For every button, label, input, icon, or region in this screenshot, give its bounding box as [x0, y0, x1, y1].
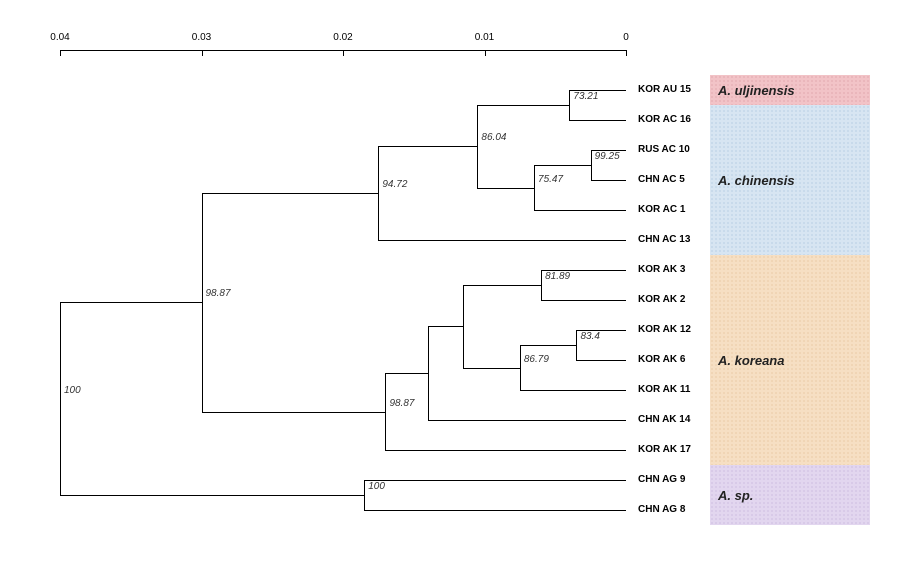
- branch-horizontal: [364, 480, 626, 481]
- tip-label: KOR AK 3: [638, 264, 685, 275]
- tip-label: CHN AC 13: [638, 234, 690, 245]
- support-value: 73.21: [573, 91, 598, 102]
- branch-horizontal: [378, 146, 477, 147]
- tip-label: KOR AC 1: [638, 204, 685, 215]
- branch-vertical: [534, 165, 535, 210]
- tip-label: KOR AC 16: [638, 114, 691, 125]
- branch-horizontal: [463, 285, 541, 286]
- branch-horizontal: [428, 326, 463, 327]
- branch-vertical: [385, 373, 386, 450]
- branch-vertical: [428, 326, 429, 420]
- axis-tick: [60, 50, 61, 56]
- tip-label: CHN AC 5: [638, 174, 685, 185]
- branch-vertical: [520, 345, 521, 390]
- branch-horizontal: [569, 120, 626, 121]
- support-value: 98.87: [206, 288, 231, 299]
- branch-vertical: [541, 270, 542, 300]
- branch-horizontal: [477, 105, 569, 106]
- species-group-label: A. chinensis: [718, 173, 795, 188]
- axis-tick-label: 0.01: [475, 32, 494, 43]
- support-value: 98.87: [389, 398, 414, 409]
- tip-label: CHN AK 14: [638, 414, 690, 425]
- tip-label: KOR AU 15: [638, 84, 691, 95]
- support-value: 86.04: [481, 132, 506, 143]
- species-group-box: A. chinensis: [710, 105, 870, 255]
- axis-tick: [202, 50, 203, 56]
- branch-horizontal: [202, 193, 379, 194]
- branch-vertical: [477, 105, 478, 188]
- branch-horizontal: [534, 165, 591, 166]
- branch-vertical: [202, 193, 203, 411]
- species-group-label: A. uljinensis: [718, 83, 795, 98]
- branch-vertical: [591, 150, 592, 180]
- support-value: 86.79: [524, 354, 549, 365]
- axis-tick-label: 0.04: [50, 32, 69, 43]
- branch-horizontal: [576, 360, 626, 361]
- branch-horizontal: [520, 390, 626, 391]
- branch-horizontal: [541, 300, 626, 301]
- branch-vertical: [463, 285, 464, 368]
- support-value: 83.4: [580, 331, 599, 342]
- tip-label: KOR AK 12: [638, 324, 691, 335]
- axis-tick: [626, 50, 627, 56]
- support-value: 94.72: [382, 179, 407, 190]
- tip-label: RUS AC 10: [638, 144, 690, 155]
- species-group-label: A. koreana: [718, 353, 784, 368]
- branch-horizontal: [385, 450, 626, 451]
- branch-horizontal: [477, 188, 534, 189]
- branch-horizontal: [378, 240, 626, 241]
- species-group-box: A. koreana: [710, 255, 870, 465]
- branch-horizontal: [202, 412, 386, 413]
- axis-tick: [485, 50, 486, 56]
- species-group-label: A. sp.: [718, 488, 753, 503]
- branch-horizontal: [520, 345, 577, 346]
- branch-horizontal: [428, 420, 626, 421]
- branch-horizontal: [364, 510, 626, 511]
- branch-horizontal: [591, 180, 626, 181]
- tip-label: KOR AK 6: [638, 354, 685, 365]
- branch-horizontal: [60, 495, 364, 496]
- axis-tick-label: 0.02: [333, 32, 352, 43]
- support-value: 100: [368, 481, 385, 492]
- branch-horizontal: [60, 302, 202, 303]
- branch-vertical: [576, 330, 577, 360]
- branch-vertical: [60, 302, 61, 495]
- axis-tick-label: 0.03: [192, 32, 211, 43]
- phylogenetic-tree-figure: { "type": "dendrogram", "layout": { "plo…: [20, 20, 888, 561]
- species-group-box: A. sp.: [710, 465, 870, 525]
- support-value: 99.25: [595, 151, 620, 162]
- branch-vertical: [569, 90, 570, 120]
- tip-label: CHN AG 9: [638, 474, 685, 485]
- tip-label: KOR AK 2: [638, 294, 685, 305]
- axis-tick-label: 0: [623, 32, 629, 43]
- tip-label: CHN AG 8: [638, 504, 685, 515]
- support-value: 100: [64, 385, 81, 396]
- tip-label: KOR AK 17: [638, 444, 691, 455]
- support-value: 81.89: [545, 271, 570, 282]
- branch-vertical: [364, 480, 365, 510]
- tip-label: KOR AK 11: [638, 384, 690, 395]
- axis-tick: [343, 50, 344, 56]
- branch-horizontal: [385, 373, 427, 374]
- species-group-box: A. uljinensis: [710, 75, 870, 105]
- support-value: 75.47: [538, 174, 563, 185]
- branch-horizontal: [463, 368, 520, 369]
- branch-vertical: [378, 146, 379, 240]
- branch-horizontal: [534, 210, 626, 211]
